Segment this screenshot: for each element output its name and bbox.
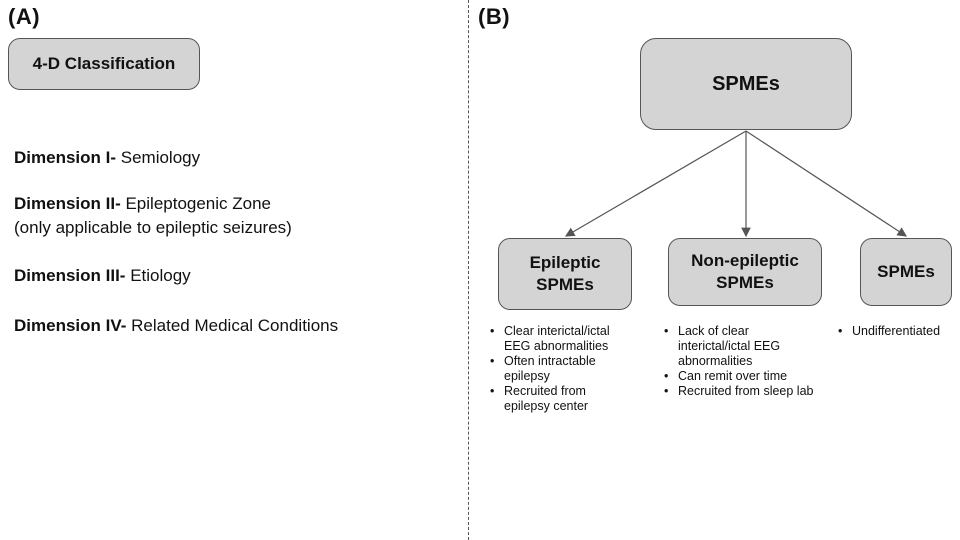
classification-box: 4-D Classification <box>8 38 200 90</box>
non-epileptic-box-line2: SPMEs <box>716 273 774 292</box>
dimension-4: Dimension IV- Related Medical Conditions <box>14 314 338 338</box>
dimension-2-desc: Epileptogenic Zone <box>125 194 272 213</box>
non-epileptic-box-line1: Non-epileptic <box>691 251 799 270</box>
dimension-2: Dimension II- Epileptogenic Zone (only a… <box>14 192 292 240</box>
list-item: Recruited from epilepsy center <box>490 384 630 414</box>
undifferentiated-bullet-list: Undifferentiated <box>838 324 958 339</box>
dimension-4-desc: Related Medical Conditions <box>131 316 339 335</box>
panel-divider <box>468 0 469 540</box>
root-spmes-box: SPMEs <box>640 38 852 130</box>
non-epileptic-spmes-box: Non-epileptic SPMEs <box>668 238 822 306</box>
list-item: Recruited from sleep lab <box>664 384 824 399</box>
dimension-4-name: Dimension IV- <box>14 316 127 335</box>
root-spmes-label: SPMEs <box>712 72 780 95</box>
dimension-1-name: Dimension I- <box>14 148 117 167</box>
list-item: Lack of clear interictal/ictal EEG abnor… <box>664 324 824 369</box>
dimension-3-name: Dimension III- <box>14 266 126 285</box>
list-item: Often intractable epilepsy <box>490 354 630 384</box>
dimension-1: Dimension I- Semiology <box>14 146 200 170</box>
list-item: Clear interictal/ictal EEG abnormalities <box>490 324 630 354</box>
panel-a-label: (A) <box>8 4 41 29</box>
non-epileptic-bullet-list: Lack of clear interictal/ictal EEG abnor… <box>664 324 824 399</box>
classification-title: 4-D Classification <box>32 54 176 73</box>
list-item: Undifferentiated <box>838 324 958 339</box>
epileptic-bullet-list: Clear interictal/ictal EEG abnormalities… <box>490 324 630 414</box>
dimension-3-desc: Etiology <box>130 266 191 285</box>
epileptic-spmes-box: Epileptic SPMEs <box>498 238 632 310</box>
undifferentiated-spmes-box: SPMEs <box>860 238 952 306</box>
epileptic-box-line2: SPMEs <box>536 275 594 294</box>
list-item: Can remit over time <box>664 369 824 384</box>
dimension-1-desc: Semiology <box>120 148 201 167</box>
arrow-to-epileptic <box>564 130 747 237</box>
undifferentiated-box-label: SPMEs <box>877 262 935 281</box>
dimension-3: Dimension III- Etiology <box>14 264 191 288</box>
epileptic-box-line1: Epileptic <box>529 253 601 272</box>
dimension-2-name: Dimension II- <box>14 194 121 213</box>
arrow-to-undifferentiated <box>745 130 908 237</box>
dimension-2-note: (only applicable to epileptic seizures) <box>14 218 292 237</box>
panel-b-label: (B) <box>478 4 511 29</box>
